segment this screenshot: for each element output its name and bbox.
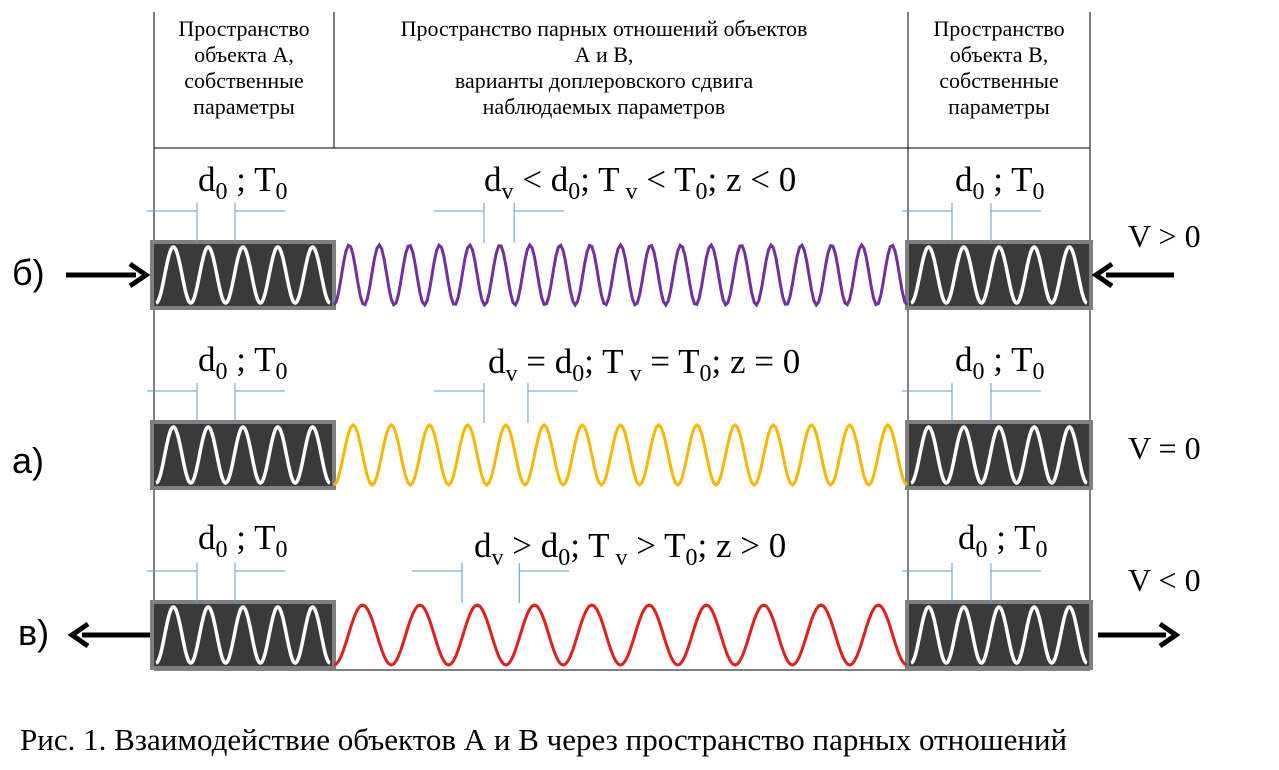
- arrow-head: [1158, 621, 1181, 649]
- row-1: [147, 383, 1093, 490]
- measure-object-b: [902, 203, 1041, 243]
- header-line: параметры: [948, 94, 1050, 119]
- header-line: объекта В,: [949, 42, 1049, 67]
- object-a-wave: [155, 245, 331, 305]
- row-label-a: а): [12, 440, 45, 481]
- arrow-left-outgoing: [67, 621, 150, 649]
- object-a-params: d0 ; T0: [198, 518, 288, 563]
- object-b-params: d0 ; T0: [958, 518, 1048, 563]
- arrow-head: [128, 261, 151, 289]
- measure-object-a: [147, 563, 285, 603]
- doppler-wave: [333, 603, 908, 667]
- object-a-params: d0 ; T0: [198, 160, 288, 205]
- doppler-wave: [332, 422, 909, 488]
- arrow-head: [67, 621, 90, 649]
- object-b-box: [905, 600, 1093, 670]
- header-line: параметры: [193, 94, 295, 119]
- row-2: [67, 563, 1181, 670]
- figure-caption: Рис. 1. Взаимодействие объектов А и В че…: [20, 722, 1068, 757]
- measure-object-a: [147, 203, 285, 243]
- row-label-v: в): [18, 612, 50, 653]
- row-label-b: б): [12, 252, 45, 293]
- object-b-params: d0 ; T0: [955, 160, 1045, 205]
- arrow-right-outgoing: [1098, 621, 1181, 649]
- measure-doppler: [434, 203, 565, 243]
- measure-object-a: [147, 383, 285, 423]
- measure-object-b: [902, 383, 1041, 423]
- object-b-box: [905, 420, 1093, 490]
- header-line: объекта А,: [194, 42, 294, 67]
- velocity-label: V = 0: [1128, 430, 1201, 466]
- header-relations-space: Пространство парных отношений объектов А…: [334, 16, 874, 120]
- object-a-box: [150, 600, 336, 670]
- doppler-formula: dv > d0; T v > T0; z > 0: [474, 526, 787, 571]
- doppler-wave: [332, 242, 909, 308]
- header-line: Пространство: [178, 16, 310, 41]
- header-object-a: Пространство объекта А, собственные пара…: [154, 16, 334, 120]
- object-b-box: [905, 240, 1093, 310]
- measure-doppler: [412, 563, 570, 603]
- header-object-b: Пространство объекта В, собственные пара…: [908, 16, 1090, 120]
- header-line: варианты доплеровского сдвига: [454, 68, 754, 93]
- header-line: Пространство: [933, 16, 1065, 41]
- rows-layer: [66, 203, 1181, 670]
- object-b-params: d0 ; T0: [955, 340, 1045, 385]
- header-line: наблюдаемых параметров: [482, 94, 726, 119]
- velocity-label: V < 0: [1128, 562, 1201, 598]
- velocity-label: V > 0: [1128, 218, 1201, 254]
- measure-doppler: [434, 383, 578, 423]
- doppler-formula: dv < d0; T v < T0; z < 0: [484, 160, 797, 205]
- header-line: собственные: [939, 68, 1059, 93]
- object-b-wave: [910, 245, 1088, 305]
- header-line: Пространство парных отношений объектов: [400, 16, 808, 41]
- header-line: собственные: [184, 68, 304, 93]
- object-a-params: d0 ; T0: [198, 340, 288, 385]
- arrow-left-incoming: [66, 261, 151, 289]
- object-a-box: [150, 240, 336, 310]
- row-0: [66, 203, 1174, 310]
- arrow-right-incoming: [1091, 261, 1174, 289]
- object-a-wave: [155, 605, 331, 665]
- object-a-wave: [155, 425, 331, 485]
- object-b-wave: [910, 605, 1088, 665]
- arrow-head: [1091, 261, 1114, 289]
- measure-object-b: [902, 563, 1041, 603]
- doppler-formula: dv = d0; T v = T0; z = 0: [488, 342, 801, 387]
- object-a-box: [150, 420, 336, 490]
- header-line: А и В,: [574, 42, 634, 67]
- object-b-wave: [910, 425, 1088, 485]
